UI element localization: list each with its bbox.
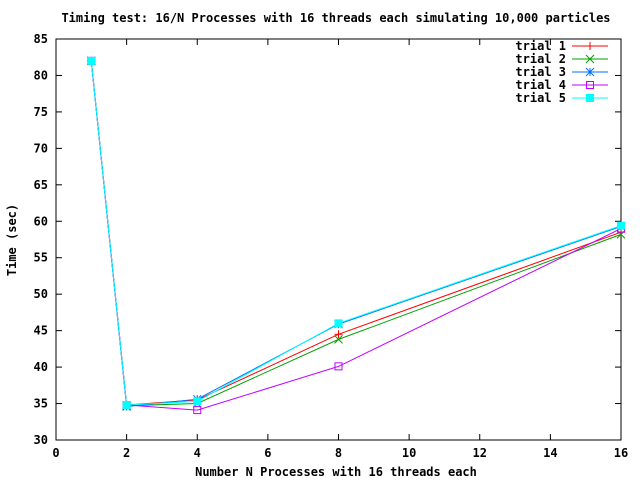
y-tick-label: 80: [34, 68, 48, 82]
series-line: [90, 60, 622, 408]
x-axis: 0 2 4 6 8 10 12 14 16: [52, 39, 628, 460]
legend-label: trial 1: [515, 39, 566, 53]
marker-stroke: [334, 335, 343, 344]
series-2: [86, 56, 626, 411]
marker-stroke: [193, 397, 202, 406]
y-tick-label: 70: [34, 141, 48, 155]
data-point: [193, 406, 202, 415]
legend-item: trial 2: [515, 52, 608, 66]
y-tick-label: 85: [34, 32, 48, 46]
data-point: [334, 362, 343, 371]
x-tick-label: 16: [614, 446, 628, 460]
y-tick-label: 35: [34, 397, 48, 411]
y-tick-label: 40: [34, 360, 48, 374]
legend-label: trial 2: [515, 52, 566, 66]
legend-label: trial 4: [515, 78, 566, 92]
y-tick-label: 75: [34, 105, 48, 119]
series-line: [90, 60, 622, 406]
y-tick-label: 65: [34, 178, 48, 192]
series-5: [87, 56, 625, 410]
marker-stroke: [586, 94, 594, 102]
y-tick-label: 45: [34, 324, 48, 338]
marker-stroke: [193, 406, 202, 415]
y-tick-label: 55: [34, 251, 48, 265]
series-1: [87, 56, 625, 410]
marker-stroke: [334, 319, 343, 328]
legend-item: trial 3: [515, 65, 608, 79]
data-point: [122, 401, 131, 410]
series-line: [90, 60, 622, 411]
legend-item: trial 4: [515, 78, 608, 92]
x-tick-label: 8: [335, 446, 342, 460]
legend-label: trial 5: [515, 91, 566, 105]
data-point: [334, 330, 343, 339]
y-tick-label: 60: [34, 214, 48, 228]
x-tick-label: 2: [123, 446, 130, 460]
legend-item: trial 1: [515, 39, 608, 53]
data-point: [585, 54, 595, 64]
series-4: [87, 56, 625, 415]
data-point: [617, 221, 625, 230]
x-tick-label: 14: [543, 446, 557, 460]
data-point: [586, 81, 594, 89]
series-line: [90, 60, 622, 407]
y-tick-label: 30: [34, 433, 48, 447]
chart-title: Timing test: 16/N Processes with 16 thre…: [61, 11, 610, 25]
data-point: [334, 335, 343, 344]
data-point: [585, 67, 595, 77]
legend-label: trial 3: [515, 65, 566, 79]
data-point: [334, 319, 343, 328]
marker-stroke: [617, 221, 625, 230]
x-axis-label: Number N Processes with 16 threads each: [195, 465, 477, 479]
series-line: [90, 60, 622, 406]
marker-stroke: [334, 362, 343, 371]
marker-stroke: [585, 67, 595, 77]
y-tick-label: 50: [34, 287, 48, 301]
data-point: [586, 42, 594, 50]
marker-stroke: [586, 81, 594, 89]
marker-stroke: [87, 56, 96, 65]
legend-item: trial 5: [515, 91, 608, 105]
y-axis-label: Time (sec): [5, 204, 19, 276]
marker-stroke: [122, 401, 131, 410]
x-tick-label: 12: [473, 446, 487, 460]
marker-stroke: [585, 54, 595, 64]
x-tick-label: 0: [52, 446, 59, 460]
y-axis: 30 35 40 45 50 55 60 65 70 75 80 85: [34, 32, 621, 447]
x-tick-label: 6: [264, 446, 271, 460]
x-tick-label: 4: [194, 446, 201, 460]
data-point: [586, 94, 594, 102]
series-layer: [86, 56, 626, 415]
x-tick-label: 10: [402, 446, 416, 460]
data-point: [87, 56, 96, 65]
data-point: [193, 397, 202, 406]
